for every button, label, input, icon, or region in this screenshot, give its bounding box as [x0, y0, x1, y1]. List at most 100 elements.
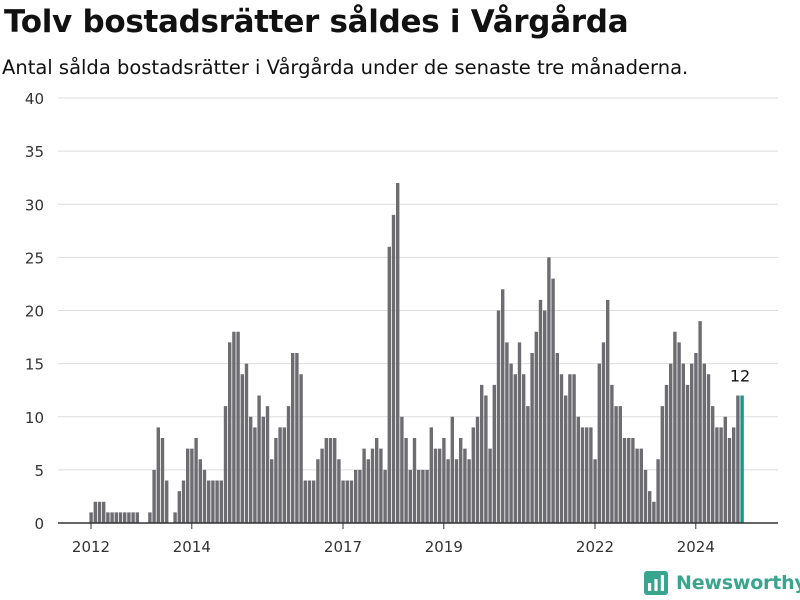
bar	[723, 416, 727, 523]
bar	[475, 416, 480, 523]
bar	[148, 512, 152, 524]
bar	[383, 469, 387, 524]
bar	[639, 448, 643, 524]
bar	[505, 342, 509, 524]
bar	[379, 448, 383, 524]
bar	[349, 480, 354, 523]
x-tick-label: 2014	[173, 538, 211, 556]
bar	[211, 480, 215, 523]
bar	[135, 512, 139, 524]
bar	[236, 331, 240, 523]
bar	[354, 469, 358, 524]
last-value-label: 12	[730, 367, 750, 386]
bar	[244, 363, 249, 524]
bar	[387, 246, 391, 523]
bar	[219, 480, 223, 523]
bar	[454, 459, 459, 523]
bar	[555, 353, 559, 523]
x-tick-label: 2024	[677, 538, 715, 556]
bar	[601, 342, 606, 524]
bar	[719, 427, 723, 524]
x-tick-label: 2017	[324, 538, 362, 556]
bar	[614, 406, 618, 524]
bar	[328, 438, 333, 523]
bar	[492, 384, 496, 524]
newsworthy-logo-icon	[644, 571, 668, 595]
bar	[669, 363, 673, 524]
bar	[484, 395, 488, 523]
bar	[102, 501, 106, 523]
bar	[648, 491, 652, 524]
bar-highlight	[740, 395, 744, 523]
bar	[375, 438, 379, 523]
bar	[291, 353, 295, 523]
x-tick-label: 2019	[425, 538, 463, 556]
bar	[202, 469, 207, 524]
bar	[551, 278, 555, 524]
bar	[358, 469, 362, 524]
bar	[307, 480, 312, 523]
bar	[681, 363, 685, 524]
bar	[660, 406, 664, 524]
bar	[522, 374, 526, 523]
x-axis: 2012 2014 2017 2019 2022 2024	[58, 522, 778, 556]
bar	[559, 374, 564, 523]
bar	[303, 480, 307, 523]
y-axis-ticks: 0 5 10 15 20 25 30 35 40	[25, 90, 44, 533]
bar	[417, 469, 421, 524]
bar	[89, 512, 93, 524]
bar	[732, 427, 736, 524]
bar	[627, 438, 631, 523]
x-tick-label: 2012	[72, 538, 110, 556]
bar	[274, 438, 278, 523]
bar	[568, 374, 572, 523]
bar	[127, 512, 131, 524]
bar	[547, 257, 551, 524]
bar	[194, 438, 198, 523]
y-tick-label: 20	[25, 303, 44, 321]
bar	[345, 480, 349, 523]
bar	[316, 459, 320, 523]
bar	[446, 459, 450, 523]
bar	[362, 448, 366, 524]
x-tick-label: 2022	[576, 538, 614, 556]
bar	[295, 353, 299, 523]
bar	[181, 480, 186, 523]
y-tick-label: 0	[34, 515, 44, 533]
bar	[320, 448, 324, 524]
bar	[656, 459, 660, 523]
bar	[635, 448, 639, 524]
bar	[404, 438, 408, 523]
bar	[572, 374, 576, 523]
bar	[576, 416, 580, 523]
bar	[215, 480, 219, 523]
chart-title: Tolv bostadsrätter såldes i Vårgårda	[4, 4, 629, 40]
data-labels: 12	[730, 367, 750, 386]
bar	[673, 331, 677, 523]
bar	[589, 427, 593, 524]
bar	[253, 427, 257, 524]
bar	[706, 374, 711, 523]
bar	[400, 416, 404, 523]
bar	[711, 406, 715, 524]
bar	[421, 469, 425, 524]
bar	[685, 384, 690, 524]
bar	[433, 448, 438, 524]
bar	[240, 374, 244, 523]
bar	[677, 342, 681, 524]
bar	[530, 353, 534, 523]
bar	[618, 406, 622, 524]
bar	[93, 501, 97, 523]
bar	[664, 384, 669, 524]
bar	[299, 374, 303, 523]
bar	[727, 438, 732, 523]
bar	[480, 384, 484, 524]
y-tick-label: 5	[34, 462, 44, 480]
bar	[110, 512, 114, 524]
bar	[643, 469, 648, 524]
bar	[736, 395, 740, 523]
bar	[631, 438, 635, 523]
bar	[467, 459, 471, 523]
bar	[459, 438, 463, 523]
bar	[257, 395, 261, 523]
